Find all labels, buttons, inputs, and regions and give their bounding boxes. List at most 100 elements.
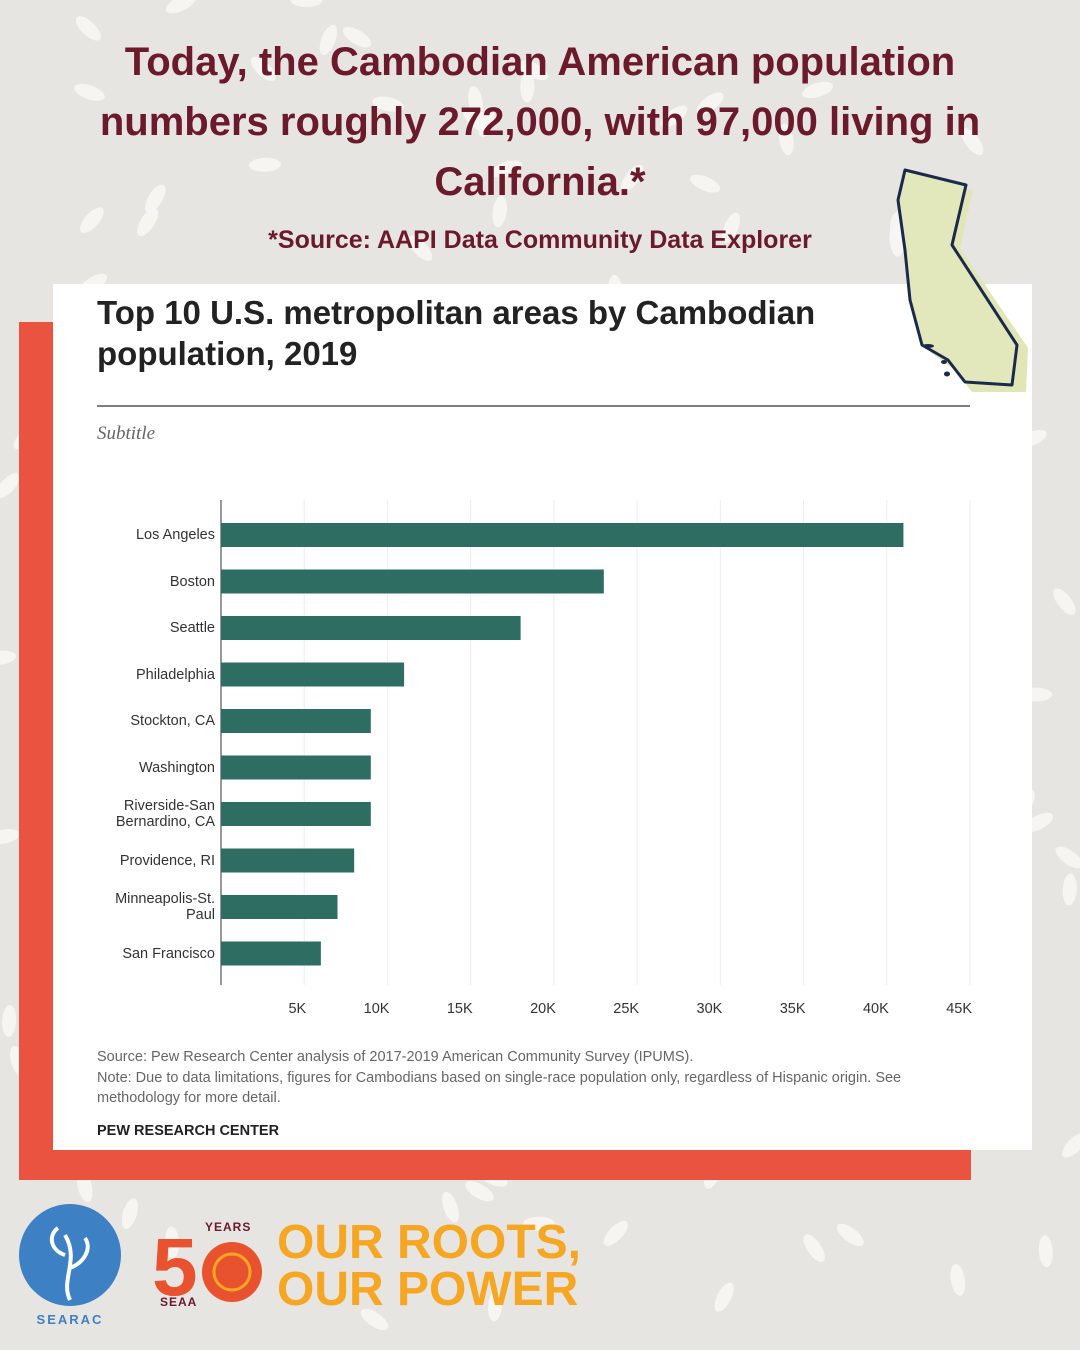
decor-shape (165, 1226, 180, 1259)
decor-shape (74, 83, 105, 101)
decor-shape (491, 160, 522, 178)
decor-shape (137, 208, 159, 237)
decor-shape (889, 224, 904, 257)
bar (221, 895, 338, 919)
x-tick-label: 30K (696, 1001, 723, 1017)
island (922, 344, 934, 348)
california-map (896, 168, 1019, 387)
y-tick-label: Washington (138, 759, 215, 776)
emblem-ring (212, 1252, 252, 1292)
decor-shape (319, 24, 338, 55)
source-note: *Source: AAPI Data Community Data Explor… (268, 226, 812, 254)
decor-shape (80, 207, 104, 234)
decor-shape (1038, 1235, 1053, 1268)
y-tick-label: Seattle (169, 620, 215, 636)
decor-shape (603, 1220, 628, 1246)
decor-shape (1062, 873, 1077, 906)
y-tick-label: Los Angeles (135, 527, 215, 543)
decor-shape (836, 1223, 864, 1247)
years-label: YEARS (205, 1220, 251, 1234)
decor-shape (372, 96, 404, 112)
searac-label: SEARAC (37, 1312, 104, 1327)
y-tick-label: Boston (169, 573, 215, 590)
y-tick-label: San Francisco (122, 945, 215, 962)
decor-shape (802, 81, 834, 99)
decor-shape (360, 1308, 389, 1331)
decor-shape (620, 164, 644, 192)
decor-shape (803, 1234, 825, 1262)
slogan: OUR POWER (277, 1263, 578, 1316)
decor-shape (961, 128, 984, 155)
decor-shape (1053, 588, 1076, 615)
island (941, 360, 947, 364)
seaa-label: SEAA (160, 1295, 197, 1309)
decor-shape (714, 1282, 734, 1312)
y-tick-label: Riverside-San Bernardino, CA (115, 798, 215, 830)
chart-note: Note: Due to data limitations, figures f… (97, 1070, 902, 1106)
bar (221, 848, 355, 873)
bar (221, 941, 321, 966)
y-tick-label: Stockton, CA (130, 713, 215, 729)
bar (221, 616, 521, 640)
decor-shape (1055, 846, 1080, 869)
y-tick-label: Minneapolis-St. Paul (115, 891, 215, 923)
decor-shape (0, 828, 20, 844)
x-tick-label: 35K (779, 1001, 806, 1017)
bar (221, 569, 604, 594)
decor-shape (442, 1191, 459, 1223)
decor-shape (950, 1263, 966, 1296)
decor-shape (492, 195, 508, 228)
decor-shape (250, 56, 276, 82)
decor-shape (165, 0, 196, 14)
decor-shape (145, 184, 166, 213)
decor-shape (1062, 1132, 1080, 1158)
slogan: OUR ROOTS, (277, 1216, 581, 1269)
island (944, 371, 950, 377)
decor-shape (468, 86, 483, 118)
decor-shape (696, 92, 724, 115)
headline: Today, the Cambodian American population… (99, 40, 981, 204)
bar (221, 802, 371, 826)
y-tick-label: Providence, RI (119, 852, 215, 869)
decor-shape (522, 1216, 555, 1231)
decor-shape (0, 473, 20, 499)
decor-shape (408, 235, 433, 261)
decor-shape (465, 1181, 494, 1202)
decor-shape (342, 26, 372, 48)
bar (221, 755, 371, 780)
chart-card (53, 284, 1032, 1150)
decor-shape (779, 123, 794, 156)
decor-shape (660, 105, 688, 128)
chart-title: Top 10 U.S. metropolitan areas by Cambod… (97, 294, 816, 372)
x-tick-label: 5K (288, 1001, 307, 1017)
decor-shape (463, 109, 490, 133)
x-tick-label: 25K (613, 1001, 640, 1017)
x-tick-label: 10K (363, 1001, 390, 1017)
y-tick-label: Philadelphia (135, 666, 215, 683)
fifty-five: 5 (152, 1222, 198, 1313)
chart-subtitle: Subtitle (97, 423, 156, 444)
chart-source: Source: Pew Research Center analysis of … (97, 1049, 694, 1065)
x-tick-label: 15K (446, 1001, 473, 1017)
decor-shape (690, 174, 721, 193)
logo-tree (49, 1226, 90, 1301)
chart-credit: PEW RESEARCH CENTER (97, 1123, 280, 1139)
decor-shape (2, 1005, 17, 1037)
decor-shape (722, 212, 741, 243)
decor-shape (520, 70, 535, 103)
x-tick-label: 40K (862, 1001, 889, 1017)
bar (221, 523, 904, 547)
bar (221, 662, 405, 687)
decor-shape (487, 1289, 503, 1322)
x-tick-label: 20K (530, 1001, 556, 1017)
decor-shape (75, 16, 101, 41)
fifty-zero-emblem (202, 1242, 262, 1302)
decor-shape (248, 157, 281, 172)
decor-shape (0, 650, 17, 665)
decor-shape (121, 1198, 139, 1230)
decor-shape (519, 60, 549, 80)
x-tick-label: 45K (946, 1001, 972, 1017)
